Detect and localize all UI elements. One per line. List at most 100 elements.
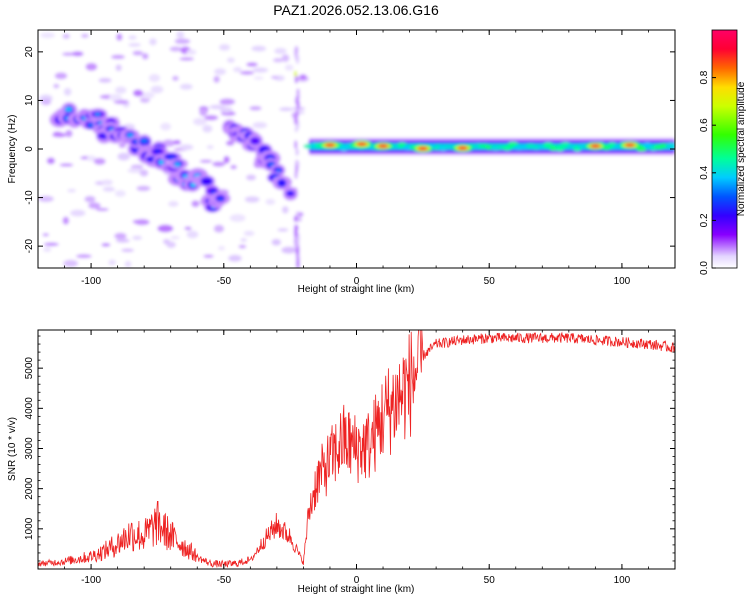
spectrogram-blob: [272, 57, 284, 63]
spectrogram-blob: [223, 155, 230, 164]
spectrogram-blob: [228, 254, 242, 262]
colorbar-tick-label: 0.4: [699, 165, 710, 179]
figure-title: PAZ1.2026.052.13.06.G16: [273, 2, 439, 18]
colorbar: 0.0 0.2 0.4 0.6 0.8 Normalized spectral ampl…: [699, 29, 747, 275]
spectrogram-blob: [134, 219, 150, 226]
y-tick-label: 5000: [24, 357, 35, 380]
spectrogram-blob: [114, 232, 127, 240]
spectrogram-blob: [172, 75, 179, 81]
snr-x-ticks: -100 -50 0 50 100: [37, 330, 676, 586]
x-tick-label: -50: [217, 575, 232, 586]
spectrogram-blob: [128, 42, 141, 47]
spectrogram-blob: [296, 99, 300, 110]
spectrogram-blob: [102, 186, 116, 192]
spectrogram-blob: [172, 139, 181, 145]
spectrogram-blob: [93, 157, 106, 165]
spectrogram-blob: [76, 254, 92, 259]
spectrogram-blob: [71, 51, 84, 57]
y-tick-label: 3000: [24, 437, 35, 460]
spectrogram-blob: [356, 142, 367, 146]
spectrogram-blob: [115, 238, 130, 243]
spectrogram-blob: [62, 33, 70, 39]
spectrogram-blob: [121, 248, 134, 253]
x-tick-label: 100: [614, 575, 631, 586]
spectrogram-blob: [84, 195, 96, 203]
spectrogram-blob: [230, 164, 237, 170]
colorbar-tick-label: 0.6: [699, 118, 710, 132]
spectrogram-blob: [88, 202, 101, 210]
spectrogram-blob: [101, 133, 108, 138]
spectrogram-blob: [149, 38, 157, 46]
spectrogram-blob: [160, 122, 172, 131]
spectrogram-blob: [203, 179, 211, 185]
spectrogram-blob: [191, 200, 200, 208]
spectrogram-blob: [265, 198, 276, 205]
spectrogram-blob: [206, 145, 214, 149]
spectrogram-blob: [277, 228, 289, 232]
spectrogram-blob: [252, 121, 268, 129]
spectrogram-blob: [324, 143, 335, 147]
colorbar-ticks: 0.0 0.2 0.4 0.6 0.8: [699, 70, 716, 275]
spectrogram-blob: [225, 140, 235, 146]
spectrogram-blob: [117, 152, 131, 161]
y-tick-label: 0: [24, 146, 35, 152]
spectrogram-blob: [132, 235, 143, 241]
spectrogram-blob: [212, 161, 226, 167]
spectrogram-blob: [132, 50, 144, 56]
colorbar-tick-label: 0.0: [699, 261, 710, 275]
spectrogram-blob: [133, 148, 139, 152]
x-tick-label: 0: [354, 276, 360, 287]
spectrogram-blob: [65, 129, 73, 138]
spectrogram-blob: [174, 38, 191, 45]
spectrogram-blob: [40, 32, 56, 39]
spectrogram-blob: [286, 191, 294, 195]
spectrogram-blob: [590, 144, 601, 148]
spectrogram-blob: [253, 76, 264, 80]
spectrogram-blob: [140, 92, 155, 99]
spectrogram-blob: [118, 142, 127, 149]
spectrogram-blob: [294, 45, 299, 55]
snr-x-label: Height of straight line (km): [298, 584, 415, 595]
spectrogram-blob: [136, 185, 151, 192]
spectrogram-blob: [94, 112, 101, 117]
spectrogram-blob: [199, 159, 213, 163]
spectrogram-blob: [252, 67, 269, 73]
spectrogram-blob: [176, 31, 185, 39]
spectrogram-blob: [132, 89, 144, 97]
spectrogram-blob: [174, 162, 181, 167]
spectrogram-blob: [179, 144, 194, 151]
spectrogram-blob: [179, 83, 193, 90]
spectrogram-blob: [87, 122, 95, 128]
spectrogram-blob: [95, 207, 109, 212]
spectrogram-blob: [62, 52, 75, 56]
spectrogram-blob: [98, 77, 112, 83]
spectrogram-blob: [59, 163, 74, 167]
spectrogram-blob: [284, 64, 294, 71]
spectrogram-blob: [127, 168, 143, 174]
spectrogram-blob: [153, 148, 162, 154]
snr-y-label: SNR (10 * v/v): [7, 417, 18, 481]
spectrogram-blob: [233, 66, 242, 73]
spectrogram-blob: [244, 196, 260, 203]
spectrogram-blob: [199, 108, 208, 117]
spectrogram-blob: [40, 98, 52, 106]
y-tick-label: -20: [24, 238, 35, 253]
spectrogram-blob: [62, 216, 70, 225]
spectrogram-blob: [245, 174, 257, 181]
y-tick-label: 4000: [24, 397, 35, 420]
spectrogram-blob: [294, 75, 299, 84]
snr-y-ticks: 1000 2000 3000 4000 5000: [24, 335, 675, 562]
spectrogram-blob: [124, 260, 132, 268]
spectrogram-blob: [168, 155, 174, 160]
spectrogram-blob: [43, 247, 52, 252]
spectrogram-blob: [63, 87, 72, 96]
spectrogram-blob: [294, 126, 299, 133]
colorbar-tick-label: 0.8: [699, 70, 710, 84]
spectrogram-blob: [270, 75, 279, 79]
spectrogram-blob: [296, 88, 300, 96]
y-tick-label: 20: [24, 46, 35, 58]
spectrogram-blob: [213, 75, 220, 83]
spectrogram-blob: [116, 33, 123, 41]
